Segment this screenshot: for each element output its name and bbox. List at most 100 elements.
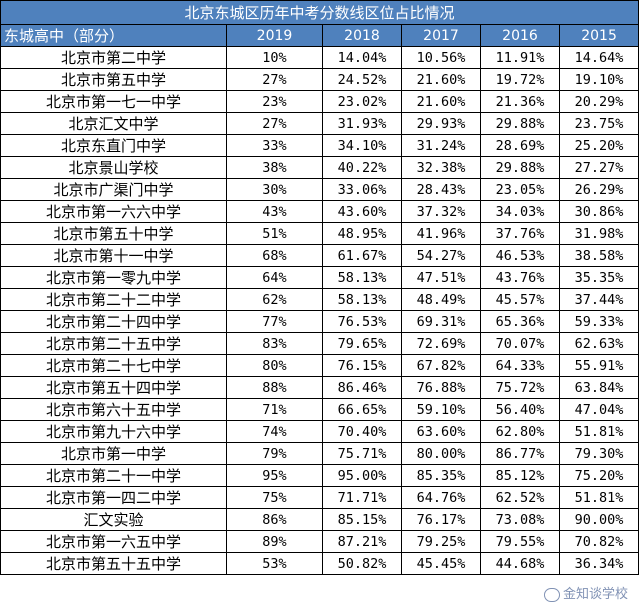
percentage-cell: 86%: [226, 508, 323, 531]
percentage-cell: 40.22%: [322, 156, 402, 179]
percentage-cell: 79.25%: [401, 530, 481, 553]
percentage-cell: 27%: [226, 112, 323, 135]
percentage-cell: 76.53%: [322, 310, 402, 333]
percentage-cell: 46.53%: [480, 244, 560, 267]
percentage-cell: 19.10%: [558, 68, 640, 91]
school-name-cell: 北京市第二十五中学: [0, 332, 227, 355]
percentage-cell: 24.52%: [322, 68, 402, 91]
percentage-cell: 79.55%: [480, 530, 560, 553]
percentage-cell: 86.77%: [480, 442, 560, 465]
percentage-cell: 62.80%: [480, 420, 560, 443]
percentage-cell: 51%: [226, 222, 323, 245]
percentage-cell: 10.56%: [401, 46, 481, 69]
percentage-cell: 34.03%: [480, 200, 560, 223]
percentage-cell: 80.00%: [401, 442, 481, 465]
percentage-cell: 90.00%: [558, 508, 640, 531]
school-name-cell: 北京市第一四二中学: [0, 486, 227, 509]
percentage-cell: 28.43%: [401, 178, 481, 201]
percentage-cell: 23.05%: [480, 178, 560, 201]
table-row: 北京市广渠门中学 30% 33.06% 28.43% 23.05% 26.29%: [0, 178, 640, 201]
percentage-cell: 29.88%: [480, 112, 560, 135]
table-row: 北京市第一六六中学 43% 43.60% 37.32% 34.03% 30.86%: [0, 200, 640, 223]
table-row: 北京市第二十七中学 80% 76.15% 67.82% 64.33% 55.91%: [0, 354, 640, 377]
percentage-cell: 85.15%: [322, 508, 402, 531]
percentage-cell: 69.31%: [401, 310, 481, 333]
percentage-cell: 41.96%: [401, 222, 481, 245]
percentage-cell: 21.36%: [480, 90, 560, 113]
percentage-cell: 76.15%: [322, 354, 402, 377]
school-name-cell: 北京市第二十七中学: [0, 354, 227, 377]
percentage-cell: 58.13%: [322, 266, 402, 289]
school-name-cell: 北京东直门中学: [0, 134, 227, 157]
column-header-2015: 2015: [558, 24, 640, 47]
percentage-cell: 75.71%: [322, 442, 402, 465]
percentage-cell: 89%: [226, 530, 323, 553]
percentage-cell: 27%: [226, 68, 323, 91]
percentage-cell: 51.81%: [558, 420, 640, 443]
table-row: 北京东直门中学 33% 34.10% 31.24% 28.69% 25.20%: [0, 134, 640, 157]
school-name-cell: 北京市第五中学: [0, 68, 227, 91]
percentage-cell: 31.24%: [401, 134, 481, 157]
table-row: 北京市第一零九中学 64% 58.13% 47.51% 43.76% 35.35%: [0, 266, 640, 289]
column-header-2017: 2017: [401, 24, 481, 47]
percentage-cell: 54.27%: [401, 244, 481, 267]
percentage-cell: 62.52%: [480, 486, 560, 509]
table-header-row: 东城高中（部分） 2019 2018 2017 2016 2015: [0, 24, 640, 47]
school-name-cell: 北京市第五十四中学: [0, 376, 227, 399]
column-header-school: 东城高中（部分）: [0, 24, 227, 47]
school-name-cell: 北京市第二中学: [0, 46, 227, 69]
percentage-cell: 21.60%: [401, 68, 481, 91]
percentage-cell: 95%: [226, 464, 323, 487]
percentage-cell: 27.27%: [558, 156, 640, 179]
percentage-cell: 77%: [226, 310, 323, 333]
percentage-cell: 43.76%: [480, 266, 560, 289]
percentage-cell: 88%: [226, 376, 323, 399]
percentage-cell: 62.63%: [558, 332, 640, 355]
percentage-cell: 55.91%: [558, 354, 640, 377]
percentage-cell: 23%: [226, 90, 323, 113]
percentage-cell: 43%: [226, 200, 323, 223]
percentage-cell: 58.13%: [322, 288, 402, 311]
percentage-cell: 38.58%: [558, 244, 640, 267]
column-header-2016: 2016: [480, 24, 560, 47]
percentage-cell: 75.20%: [558, 464, 640, 487]
percentage-cell: 45.45%: [401, 552, 481, 575]
table-row: 北京景山学校 38% 40.22% 32.38% 29.88% 27.27%: [0, 156, 640, 179]
percentage-cell: 85.12%: [480, 464, 560, 487]
percentage-cell: 71%: [226, 398, 323, 421]
school-name-cell: 北京汇文中学: [0, 112, 227, 135]
percentage-cell: 20.29%: [558, 90, 640, 113]
percentage-cell: 14.64%: [558, 46, 640, 69]
percentage-cell: 36.34%: [558, 552, 640, 575]
school-name-cell: 北京景山学校: [0, 156, 227, 179]
percentage-cell: 66.65%: [322, 398, 402, 421]
score-table: 北京东城区历年中考分数线区位占比情况 东城高中（部分） 2019 2018 20…: [0, 0, 640, 575]
school-name-cell: 北京市第二十二中学: [0, 288, 227, 311]
percentage-cell: 70.40%: [322, 420, 402, 443]
school-name-cell: 北京市第一六六中学: [0, 200, 227, 223]
percentage-cell: 29.88%: [480, 156, 560, 179]
school-name-cell: 北京市第一中学: [0, 442, 227, 465]
percentage-cell: 53%: [226, 552, 323, 575]
school-name-cell: 北京市第一七一中学: [0, 90, 227, 113]
percentage-cell: 63.84%: [558, 376, 640, 399]
percentage-cell: 50.82%: [322, 552, 402, 575]
percentage-cell: 73.08%: [480, 508, 560, 531]
table-row: 北京市第五中学 27% 24.52% 21.60% 19.72% 19.10%: [0, 68, 640, 91]
percentage-cell: 19.72%: [480, 68, 560, 91]
percentage-cell: 37.44%: [558, 288, 640, 311]
watermark-text: 金知谈学校: [562, 587, 628, 602]
percentage-cell: 25.20%: [558, 134, 640, 157]
school-name-cell: 北京市第六十五中学: [0, 398, 227, 421]
percentage-cell: 23.02%: [322, 90, 402, 113]
watermark: 金知谈学校: [543, 583, 628, 602]
percentage-cell: 47.51%: [401, 266, 481, 289]
percentage-cell: 76.88%: [401, 376, 481, 399]
percentage-cell: 62%: [226, 288, 323, 311]
table-row: 北京汇文中学 27% 31.93% 29.93% 29.88% 23.75%: [0, 112, 640, 135]
percentage-cell: 75.72%: [480, 376, 560, 399]
percentage-cell: 38%: [226, 156, 323, 179]
percentage-cell: 86.46%: [322, 376, 402, 399]
percentage-cell: 68%: [226, 244, 323, 267]
percentage-cell: 87.21%: [322, 530, 402, 553]
